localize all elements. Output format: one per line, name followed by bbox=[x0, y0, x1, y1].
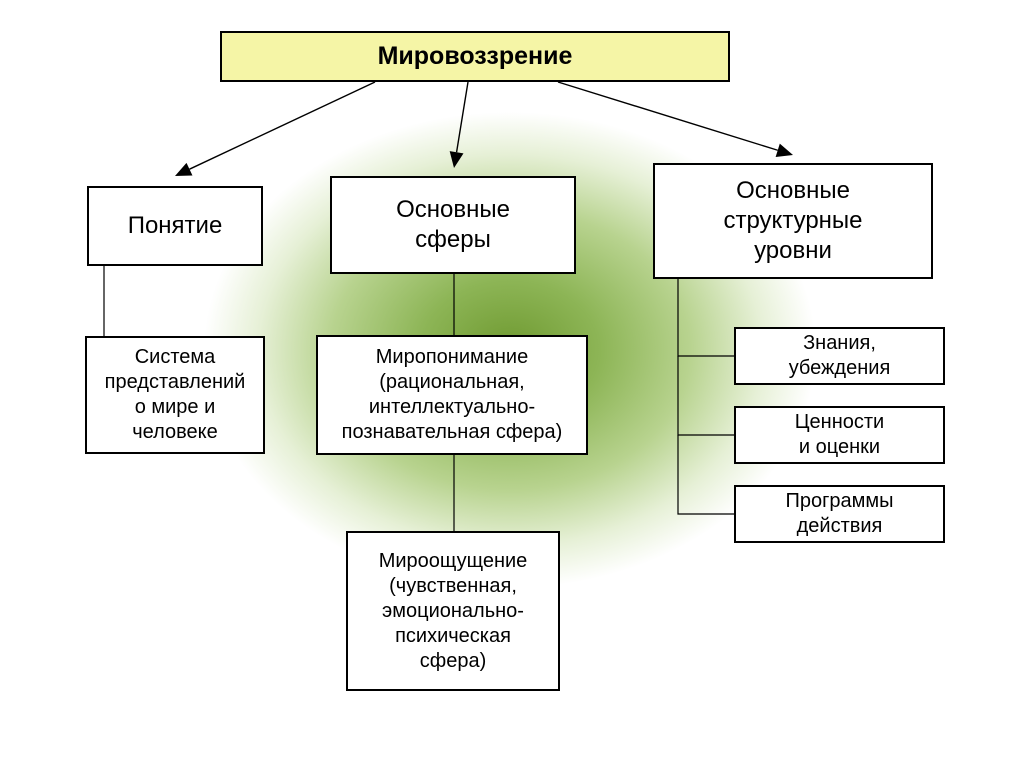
node-n2a: Миропонимание(рациональная,интеллектуаль… bbox=[316, 335, 588, 455]
node-n2b: Мироощущение(чувственная,эмоционально-пс… bbox=[346, 531, 560, 691]
node-n1: Понятие bbox=[87, 186, 263, 266]
node-n1a: Системапредставленийо мире ичеловеке bbox=[85, 336, 265, 454]
node-n3c: Программыдействия bbox=[734, 485, 945, 543]
node-n3: Основныеструктурныеуровни bbox=[653, 163, 933, 279]
node-n2: Основныесферы bbox=[330, 176, 576, 274]
node-n3b: Ценностии оценки bbox=[734, 406, 945, 464]
diagram-canvas: Мировоззрение Понятие Основныесферы Основны… bbox=[0, 0, 1024, 767]
node-root: Мировоззрение bbox=[220, 31, 730, 82]
node-n3a: Знания,убеждения bbox=[734, 327, 945, 385]
